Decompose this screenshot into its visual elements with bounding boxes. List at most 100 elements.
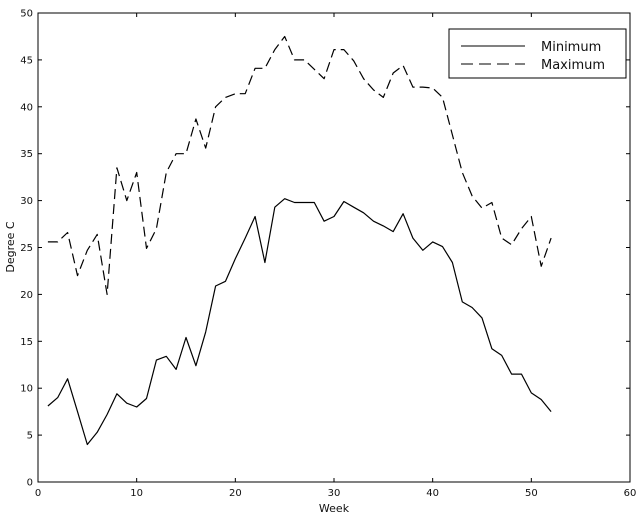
data-point-minimum [294, 202, 295, 203]
data-point-minimum [195, 365, 196, 366]
data-point-maximum [314, 69, 315, 70]
legend-label-maximum: Maximum [541, 58, 605, 73]
x-axis-ticks: 0 10 20 30 40 50 60 [35, 13, 637, 499]
data-point-maximum [215, 106, 216, 107]
data-point-minimum [511, 374, 512, 375]
data-point-minimum [304, 202, 305, 203]
y-tick-label: 20 [20, 290, 33, 301]
data-point-minimum [393, 231, 394, 232]
data-point-minimum [383, 225, 384, 226]
data-point-maximum [195, 118, 196, 119]
data-point-minimum [87, 444, 88, 445]
data-point-minimum [472, 307, 473, 308]
data-point-minimum [462, 301, 463, 302]
y-axis-label: Degree C [4, 221, 17, 273]
data-point-minimum [531, 392, 532, 393]
data-point-minimum [205, 331, 206, 332]
data-point-minimum [403, 213, 404, 214]
data-point-maximum [87, 250, 88, 251]
y-tick-label: 5 [27, 431, 33, 442]
data-point-minimum [255, 216, 256, 217]
data-point-maximum [245, 93, 246, 94]
data-point-minimum [156, 360, 157, 361]
data-point-minimum [324, 221, 325, 222]
data-point-minimum [166, 356, 167, 357]
series-layer [47, 35, 552, 446]
series-line-maximum [47, 35, 552, 295]
data-point-maximum [255, 68, 256, 69]
data-point-maximum [353, 60, 354, 61]
data-point-minimum [264, 262, 265, 263]
data-point-minimum [442, 246, 443, 247]
data-point-minimum [501, 355, 502, 356]
x-tick-label: 60 [624, 488, 637, 499]
y-tick-label: 25 [20, 243, 33, 254]
y-tick-label: 40 [20, 102, 33, 113]
data-point-minimum [146, 398, 147, 399]
data-point-maximum [491, 202, 492, 203]
data-point-maximum [412, 87, 413, 88]
data-point-minimum [67, 378, 68, 379]
data-point-minimum [363, 212, 364, 213]
data-point-minimum [57, 397, 58, 398]
data-point-minimum [77, 411, 78, 412]
data-point-minimum [333, 216, 334, 217]
data-point-maximum [264, 68, 265, 69]
y-tick-label: 30 [20, 196, 33, 207]
data-point-maximum [136, 172, 137, 173]
plot-frame [37, 12, 631, 483]
data-point-maximum [472, 195, 473, 196]
data-point-maximum [393, 72, 394, 73]
data-point-maximum [126, 200, 127, 201]
data-point-minimum [215, 285, 216, 286]
data-point-maximum [77, 275, 78, 276]
data-point-maximum [403, 65, 404, 66]
data-point-minimum [353, 207, 354, 208]
data-point-maximum [47, 241, 48, 242]
y-tick-label: 0 [27, 478, 33, 489]
data-point-maximum [442, 97, 443, 98]
series-line-minimum [47, 198, 552, 446]
data-point-maximum [225, 97, 226, 98]
data-point-maximum [235, 93, 236, 94]
data-point-maximum [324, 78, 325, 79]
legend-box [448, 28, 627, 79]
data-point-maximum [383, 97, 384, 98]
data-point-minimum [481, 317, 482, 318]
data-point-minimum [47, 405, 48, 406]
data-point-maximum [481, 208, 482, 209]
data-point-maximum [166, 172, 167, 173]
data-point-maximum [501, 238, 502, 239]
x-tick-label: 20 [229, 488, 242, 499]
data-point-maximum [511, 244, 512, 245]
data-point-minimum [97, 432, 98, 433]
data-point-maximum [343, 49, 344, 50]
data-point-minimum [314, 202, 315, 203]
data-point-minimum [343, 201, 344, 202]
legend: Minimum Maximum [448, 28, 627, 79]
x-tick-label: 10 [130, 488, 143, 499]
data-point-minimum [245, 238, 246, 239]
data-point-maximum [146, 248, 147, 249]
data-point-minimum [373, 221, 374, 222]
data-point-maximum [284, 36, 285, 37]
data-point-minimum [284, 198, 285, 199]
data-point-maximum [107, 294, 108, 295]
data-point-maximum [176, 153, 177, 154]
data-point-maximum [452, 134, 453, 135]
data-point-maximum [432, 87, 433, 88]
x-tick-label: 50 [525, 488, 538, 499]
data-point-minimum [225, 281, 226, 282]
data-point-maximum [67, 232, 68, 233]
x-tick-label: 0 [35, 488, 41, 499]
y-tick-label: 35 [20, 149, 33, 160]
x-tick-label: 30 [328, 488, 341, 499]
data-point-maximum [462, 172, 463, 173]
y-tick-label: 15 [20, 337, 33, 348]
data-point-maximum [304, 59, 305, 60]
data-point-minimum [541, 399, 542, 400]
legend-label-minimum: Minimum [541, 40, 601, 55]
data-point-minimum [136, 406, 137, 407]
data-point-maximum [156, 228, 157, 229]
data-point-maximum [274, 49, 275, 50]
